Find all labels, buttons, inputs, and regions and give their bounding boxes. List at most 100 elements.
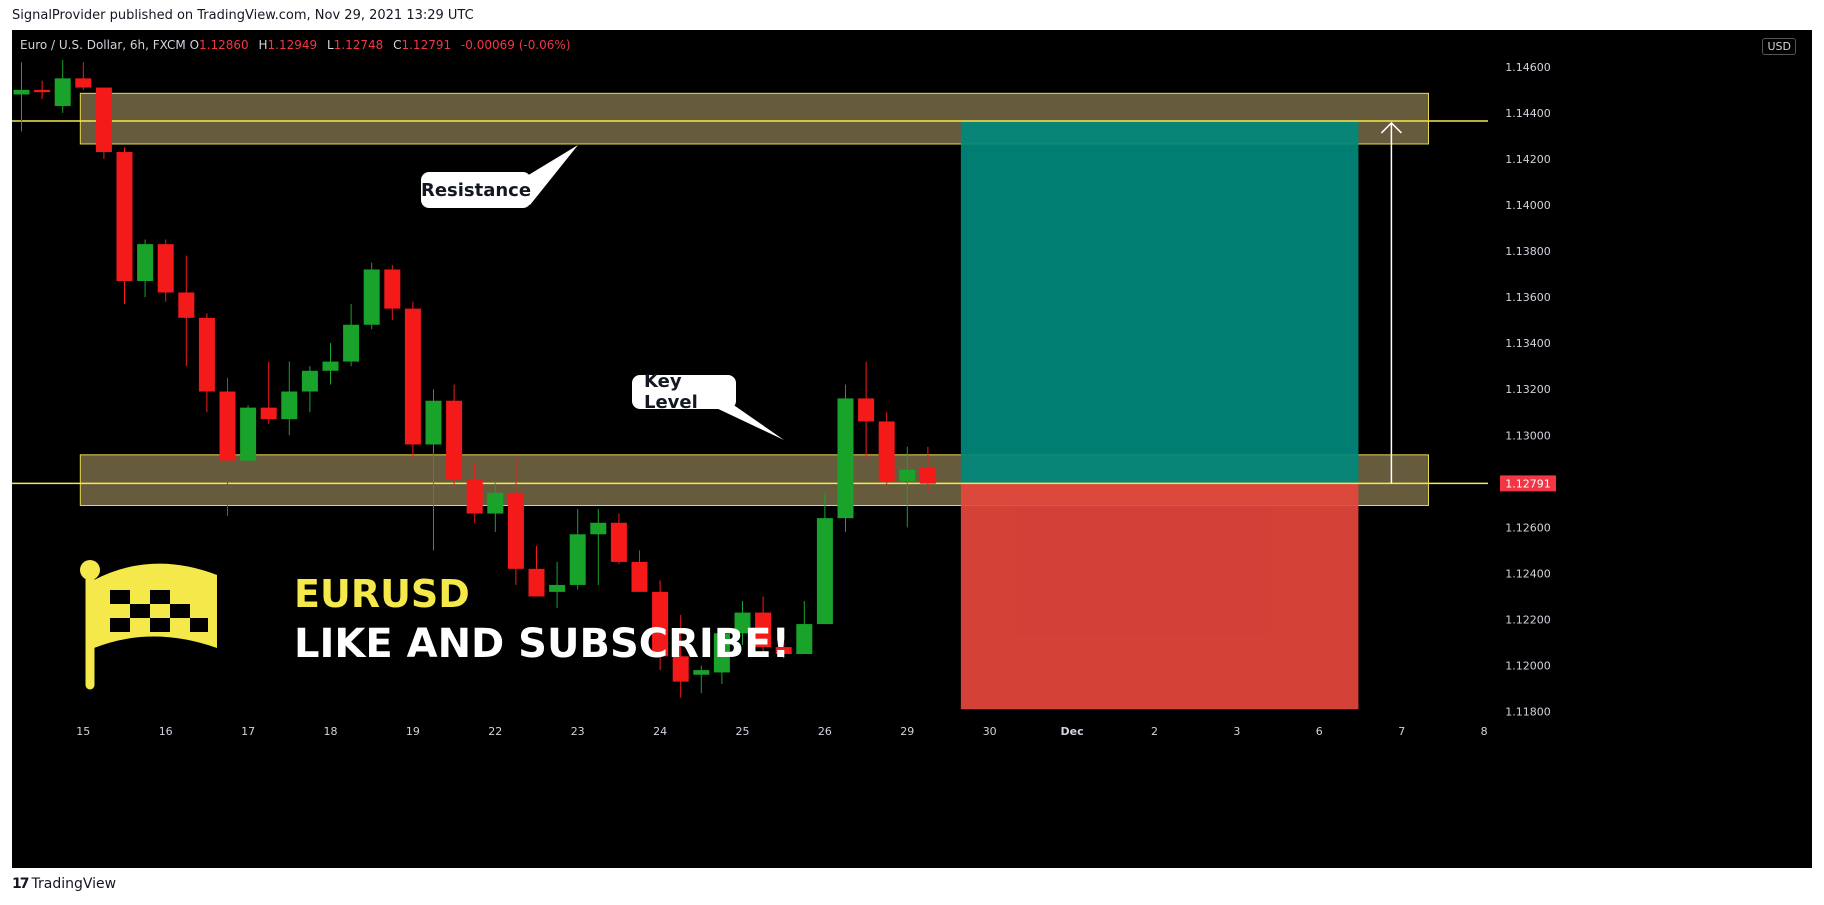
time-axis: 15 16 17 18 19 22 23 24 25 26 29 30 Dec 2 3 6 7 8 xyxy=(76,725,1487,738)
candle-body xyxy=(343,324,360,362)
candle-body xyxy=(425,400,442,445)
candle-body xyxy=(240,407,257,461)
candle-body xyxy=(322,361,339,371)
time-tick-label: 26 xyxy=(818,725,832,738)
candle-body xyxy=(713,633,730,673)
price-tick-label: 1.14600 xyxy=(1505,61,1551,74)
time-tick-label: 25 xyxy=(736,725,750,738)
candle xyxy=(219,377,236,516)
candlestick-chart[interactable]: 1.14600 1.14400 1.14200 1.14000 1.13800 1.136… xyxy=(12,30,1812,868)
candle xyxy=(343,304,360,367)
candle xyxy=(157,239,174,302)
candle-body xyxy=(178,292,195,318)
candle-body xyxy=(34,89,51,93)
footer-brand: TradingView xyxy=(31,876,117,892)
candle xyxy=(858,361,875,459)
time-tick-label: 19 xyxy=(406,725,420,738)
time-tick-label: 3 xyxy=(1233,725,1240,738)
time-tick-label: 7 xyxy=(1398,725,1405,738)
legend-high-label: H xyxy=(258,38,268,52)
candle-body xyxy=(487,492,504,514)
legend-close: 1.12791 xyxy=(401,38,452,52)
time-tick-label: 23 xyxy=(571,725,585,738)
candle-body xyxy=(652,591,669,657)
time-tick-label: 18 xyxy=(324,725,338,738)
legend-low-label: L xyxy=(326,38,334,52)
candle xyxy=(487,481,504,532)
candle xyxy=(878,412,895,486)
candle xyxy=(796,601,813,655)
candle-body xyxy=(693,670,710,675)
time-tick-label: 29 xyxy=(900,725,914,738)
candle xyxy=(816,492,833,625)
candle-body xyxy=(528,568,545,597)
time-tick-label: 17 xyxy=(241,725,255,738)
candle xyxy=(116,147,133,305)
ohlc-legend: Euro / U.S. Dollar, 6h, FXCM O1.12860 H1… xyxy=(20,38,577,52)
candle-body xyxy=(734,612,751,634)
candle xyxy=(178,255,195,367)
candle xyxy=(837,384,854,532)
target-arrow-layer xyxy=(1380,121,1402,484)
candle xyxy=(446,384,463,486)
price-tick-label: 1.13600 xyxy=(1505,291,1551,304)
stop-zone xyxy=(960,483,1359,710)
tradingview-logo-icon: 17 xyxy=(12,876,30,892)
candle-body xyxy=(569,534,586,585)
publish-header: SignalProvider published on TradingView.… xyxy=(12,8,474,23)
candle xyxy=(610,513,627,565)
legend-high: 1.12949 xyxy=(267,38,318,52)
current-price-label: 1.12791 xyxy=(1505,477,1551,490)
candle-body xyxy=(858,398,875,422)
candles-layer xyxy=(13,59,936,698)
candle-body xyxy=(919,467,936,484)
target-zone xyxy=(960,120,1359,484)
time-tick-label: 24 xyxy=(653,725,667,738)
candle xyxy=(404,301,421,459)
key-level-callout: Key Level xyxy=(632,371,736,413)
candle-body xyxy=(899,469,916,482)
candle-body xyxy=(95,87,112,153)
price-tick-label: 1.12200 xyxy=(1505,613,1551,626)
candle-body xyxy=(75,78,92,88)
candle xyxy=(466,462,483,523)
candle xyxy=(301,366,318,413)
resistance-callout: Resistance xyxy=(421,172,531,208)
candle xyxy=(734,601,751,645)
candle-body xyxy=(219,391,236,461)
candle-body xyxy=(672,656,689,682)
candle-body xyxy=(116,152,133,281)
time-tick-label: 6 xyxy=(1316,725,1323,738)
candle-body xyxy=(54,78,71,106)
candle-body xyxy=(816,518,833,625)
candle-body xyxy=(775,647,792,655)
candle-body xyxy=(837,398,854,519)
candle xyxy=(384,264,401,321)
currency-badge[interactable]: USD xyxy=(1762,38,1796,55)
chart-frame[interactable]: 1.14600 1.14400 1.14200 1.14000 1.13800 1.136… xyxy=(12,30,1812,868)
candle xyxy=(569,508,586,590)
levels-layer xyxy=(12,120,1488,485)
price-tick-label: 1.14400 xyxy=(1505,107,1551,120)
current-price-badge xyxy=(1500,475,1556,492)
candle xyxy=(75,62,92,90)
candle xyxy=(652,580,669,671)
candle xyxy=(919,446,936,493)
price-tick-label: 1.13000 xyxy=(1505,429,1551,442)
legend-open: 1.12860 xyxy=(199,38,249,52)
candle xyxy=(899,446,916,528)
candle-body xyxy=(404,308,421,445)
candle xyxy=(528,545,545,597)
candle xyxy=(755,596,772,652)
flag-icon xyxy=(80,560,217,690)
candle xyxy=(281,361,298,436)
legend-change: -0.00069 (-0.06%) xyxy=(460,38,571,52)
ticker-text: EURUSD xyxy=(294,572,470,616)
legend-close-label: C xyxy=(393,38,402,52)
subscribe-text: LIKE AND SUBSCRIBE! xyxy=(294,621,790,667)
arrow-head xyxy=(1380,121,1402,134)
candle-body xyxy=(755,612,772,648)
candle-body xyxy=(631,561,648,592)
candle xyxy=(260,361,277,424)
footer: 17 TradingView xyxy=(12,876,116,892)
